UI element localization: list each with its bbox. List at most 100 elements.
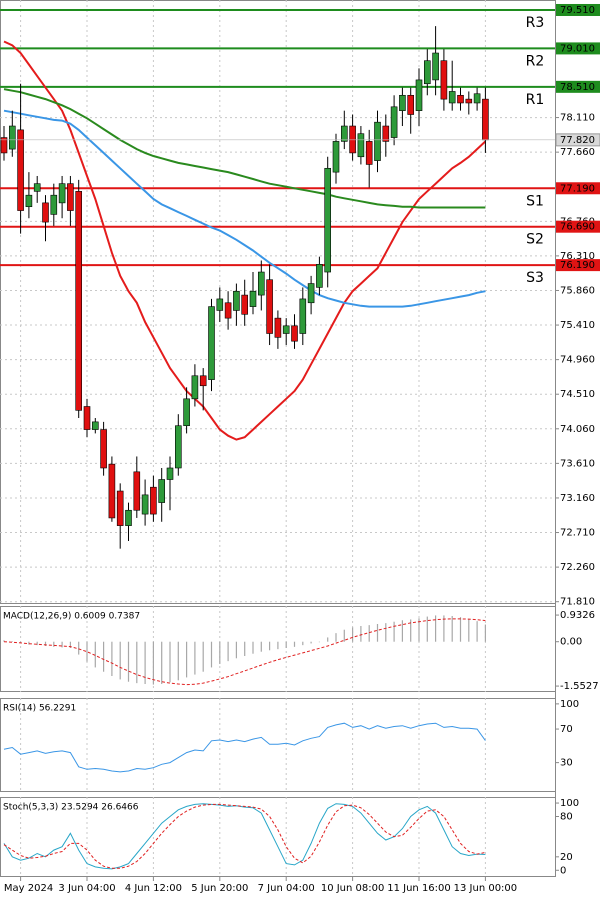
- histogram-bar: [119, 641, 121, 680]
- candle-body: [457, 94, 464, 104]
- histogram-bar: [78, 641, 80, 655]
- candle-body: [83, 406, 91, 430]
- candle-body: [183, 398, 190, 427]
- candle-body: [208, 306, 215, 380]
- histogram-bar: [459, 617, 462, 642]
- histogram-bar: [435, 615, 437, 642]
- candle-body: [50, 194, 58, 215]
- y-tick-label: 74.510: [560, 389, 595, 400]
- candle-body: [141, 494, 149, 515]
- candle-body: [482, 98, 489, 141]
- y-tick-label: 75.860: [560, 285, 595, 296]
- level-name: R1: [526, 92, 545, 108]
- panel-frame: [0, 698, 556, 792]
- moving-average: [3, 40, 487, 441]
- candle-body: [216, 298, 224, 311]
- histogram-bar: [53, 641, 55, 647]
- histogram-bar: [277, 641, 279, 650]
- histogram-bar: [352, 627, 354, 642]
- histogram-bar: [169, 641, 171, 683]
- candle-body: [125, 509, 132, 526]
- y-tick-label: 73.610: [560, 458, 595, 469]
- candle-body: [116, 490, 124, 526]
- candle-body: [266, 279, 273, 334]
- y-tick-label: 0.9326: [560, 610, 595, 621]
- indicator-line: [3, 803, 486, 870]
- candle-body: [233, 290, 240, 311]
- y-tick-label: 80: [560, 811, 573, 822]
- candle-body: [340, 125, 348, 142]
- candle-body: [307, 283, 315, 304]
- y-tick-label: 78.110: [560, 113, 595, 124]
- candle-body: [100, 429, 107, 469]
- candle-body: [257, 271, 265, 296]
- histogram-bar: [393, 621, 395, 642]
- histogram-bar: [335, 633, 337, 642]
- x-tick-label: 4 Jun 12:00: [125, 883, 182, 894]
- y-tick-label: 73.160: [560, 493, 595, 504]
- y-tick-label: 71.810: [560, 597, 595, 608]
- candle-body: [423, 60, 431, 85]
- histogram-bar: [418, 618, 420, 642]
- y-tick-label: 75.410: [560, 320, 595, 331]
- histogram-bar: [177, 641, 179, 681]
- histogram-bar: [161, 641, 163, 684]
- histogram-bar: [244, 641, 246, 656]
- candle-body: [166, 467, 174, 480]
- indicator-line: [3, 722, 486, 773]
- histogram-bar: [127, 641, 130, 682]
- y-tick-label: 77.660: [560, 147, 595, 158]
- level-axis-label: 79.010: [560, 43, 595, 54]
- y-tick-label: 70: [560, 724, 573, 735]
- histogram-bar: [310, 641, 312, 644]
- histogram-bar: [227, 641, 229, 662]
- last-price-label: 77.820: [560, 135, 595, 146]
- histogram-bar: [376, 624, 379, 642]
- x-tick-label: 5 Jun 20:00: [191, 883, 248, 894]
- candle-body: [332, 141, 340, 173]
- histogram-bar: [385, 623, 387, 642]
- level-name: R2: [526, 53, 545, 69]
- candle-body: [42, 202, 49, 223]
- candle-body: [191, 375, 199, 400]
- histogram-bar: [451, 616, 453, 642]
- histogram-bar: [410, 619, 412, 642]
- histogram-bar: [269, 641, 271, 651]
- histogram-bar: [285, 641, 287, 648]
- level-name: S1: [526, 193, 544, 209]
- histogram-bar: [318, 641, 320, 643]
- candle-body: [274, 317, 282, 338]
- indicator-title: MACD(12,26,9) 0.6009 0.7387: [3, 612, 140, 622]
- y-tick-label: 20: [560, 852, 573, 863]
- moving-average: [3, 88, 486, 209]
- candle-body: [316, 264, 323, 288]
- histogram-bar: [260, 641, 262, 652]
- candle-body: [448, 91, 456, 104]
- histogram-bar: [103, 641, 105, 672]
- last-price-box: [555, 133, 600, 147]
- candle-body: [224, 302, 232, 319]
- histogram-bar: [302, 641, 304, 646]
- candle-body: [17, 129, 24, 211]
- level-name: R3: [526, 15, 545, 31]
- y-tick-label: 72.260: [560, 562, 595, 573]
- x-tick-label: 31 May 2024: [0, 883, 53, 894]
- level-axis-box: [556, 80, 600, 93]
- histogram-bar: [186, 641, 188, 678]
- candle-body: [299, 298, 307, 334]
- x-tick-label: 13 Jun 00:00: [454, 883, 518, 894]
- candle-body: [407, 94, 415, 115]
- candle-body: [432, 52, 439, 81]
- histogram-bar: [368, 625, 370, 642]
- candle-body: [440, 60, 448, 100]
- level-axis-box: [556, 220, 600, 233]
- y-tick-label: 100: [560, 798, 579, 809]
- histogram-bar: [69, 641, 71, 648]
- candle-body: [473, 93, 481, 104]
- histogram-bar: [11, 641, 13, 642]
- y-tick-label: 74.960: [560, 355, 595, 366]
- histogram-bar: [484, 624, 486, 642]
- candle-body: [108, 463, 116, 519]
- y-tick-label: 0.00: [560, 637, 582, 648]
- x-tick-label: 7 Jun 04:00: [258, 883, 315, 894]
